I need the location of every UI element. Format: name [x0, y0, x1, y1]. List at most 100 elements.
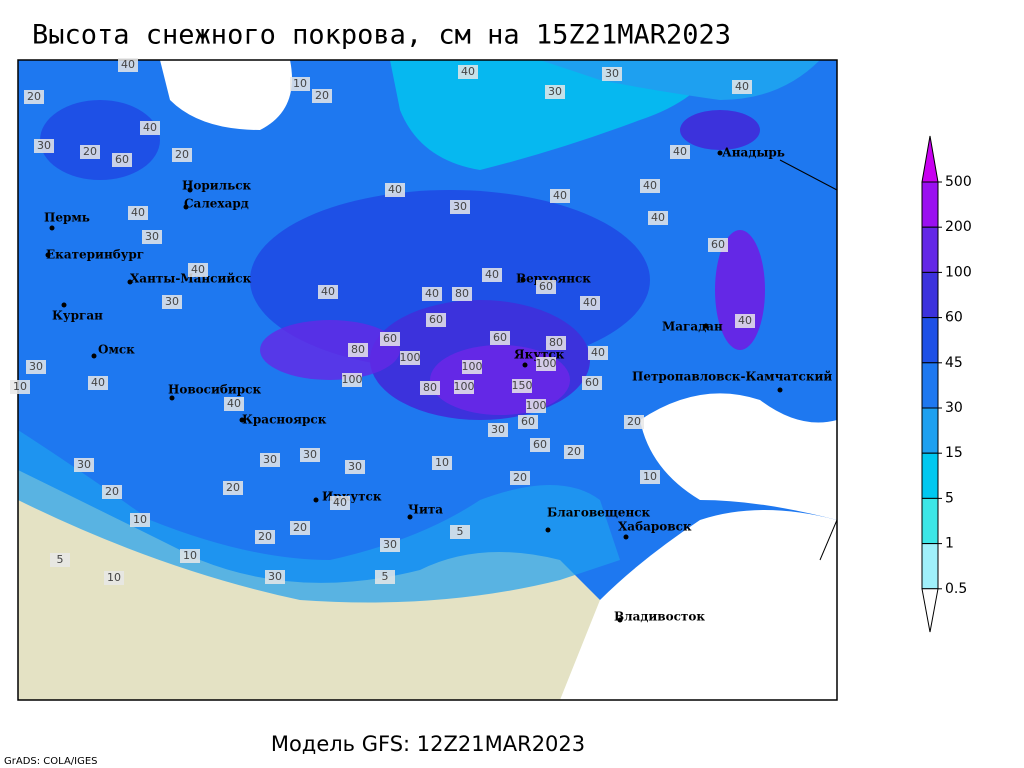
contour-label: 40 — [121, 58, 135, 71]
city-dot — [520, 277, 526, 283]
city-label: Верхоянск — [516, 272, 591, 286]
contour-label: 60 — [493, 331, 507, 344]
city-layer: Пермь Екатеринбург Ханты-Мансийск Курган Омс… — [44, 146, 832, 624]
city-dot — [187, 187, 193, 193]
contour-label-box — [422, 287, 442, 301]
city-dot — [777, 387, 783, 393]
contour-label-box — [380, 332, 400, 346]
contour-label-box — [648, 211, 668, 225]
contour-label-box — [26, 360, 46, 374]
contour-label-box — [454, 380, 474, 394]
contour-label-box — [708, 238, 728, 252]
contour-label: 30 — [453, 200, 467, 213]
city-dot — [45, 252, 51, 258]
contour-label-box — [312, 89, 332, 103]
contour-label: 10 — [435, 456, 449, 469]
contour-label: 100 — [536, 357, 557, 370]
contour-label: 30 — [383, 538, 397, 551]
colorbar-label: 5 — [945, 490, 954, 506]
contour-label-box — [290, 521, 310, 535]
contour-label: 60 — [585, 376, 599, 389]
contour-label: 5 — [457, 525, 464, 538]
contour-label-box — [530, 438, 550, 452]
contour-label-box — [482, 268, 502, 282]
contour-label-box — [385, 183, 405, 197]
city-label: Курган — [52, 309, 103, 323]
contour-label: 10 — [107, 571, 121, 584]
contour-label-box — [512, 379, 532, 393]
contour-label-box — [24, 90, 44, 104]
contour-label: 20 — [175, 148, 189, 161]
city-dot — [407, 514, 413, 520]
contour-label: 40 — [651, 211, 665, 224]
contour-label-box — [188, 263, 208, 277]
contour-label-box — [260, 453, 280, 467]
contour-label: 100 — [342, 373, 363, 386]
colorbar-label: 45 — [945, 355, 963, 371]
contour-label-box — [102, 485, 122, 499]
contour-label-box — [545, 85, 565, 99]
colorbar-label: 1 — [945, 536, 954, 552]
contour-label: 30 — [491, 423, 505, 436]
contour-label-box — [602, 67, 622, 81]
city-dot — [127, 279, 133, 285]
contour-label: 40 — [485, 268, 499, 281]
contour-label-box — [432, 456, 452, 470]
contour-label-box — [342, 373, 362, 387]
contour-label-box — [462, 360, 482, 374]
contour-label: 100 — [400, 351, 421, 364]
contour-label: 10 — [183, 549, 197, 562]
contour-label: 40 — [553, 189, 567, 202]
contour-label-box — [588, 346, 608, 360]
contour-label: 20 — [293, 521, 307, 534]
contour-label: 30 — [145, 230, 159, 243]
contour-label: 30 — [165, 295, 179, 308]
city-label: Екатеринбург — [46, 248, 144, 262]
contour-label-box — [732, 80, 752, 94]
contour-label-box — [536, 357, 556, 371]
city-label: Пермь — [44, 211, 90, 225]
contour-label: 60 — [383, 332, 397, 345]
contour-label-box — [348, 343, 368, 357]
colorbar-box — [921, 362, 939, 409]
contour-label: 20 — [627, 415, 641, 428]
city-label: Омск — [98, 343, 135, 357]
contour-label: 100 — [462, 360, 483, 373]
contour-label: 80 — [549, 336, 563, 349]
contour-label-box — [10, 380, 30, 394]
colorbar-label: 200 — [945, 219, 972, 235]
contour-label-box — [564, 445, 584, 459]
contour-label: 40 — [738, 314, 752, 327]
colorbar-box — [921, 543, 939, 590]
contour-label: 40 — [425, 287, 439, 300]
city-dot — [703, 323, 709, 329]
contour-label: 60 — [539, 280, 553, 293]
contour-label-box — [375, 570, 395, 584]
contour-label-box — [255, 530, 275, 544]
contour-label: 20 — [567, 445, 581, 458]
contour-label-box — [550, 189, 570, 203]
contour-label: 40 — [191, 263, 205, 276]
city-dot — [61, 302, 67, 308]
contour-label: 30 — [548, 85, 562, 98]
colorbar-label: 30 — [945, 400, 963, 416]
contour-label: 80 — [455, 287, 469, 300]
colorbar-box — [921, 317, 939, 364]
contour-label-box — [426, 313, 446, 327]
contour-label: 30 — [605, 67, 619, 80]
city-dot — [239, 417, 245, 423]
contour-label-box — [452, 287, 472, 301]
colorbar-bottom — [921, 588, 939, 633]
contour-label: 10 — [133, 513, 147, 526]
contour-label: 40 — [591, 346, 605, 359]
contour-label: 5 — [382, 570, 389, 583]
contour-label-box — [290, 77, 310, 91]
colorbar: 500 200 100 60 45 30 15 5 1 0.5 — [921, 135, 972, 633]
city-label: Норильск — [182, 179, 252, 193]
contour-label: 60 — [711, 238, 725, 251]
colorbar-box — [921, 452, 939, 499]
contour-label-box — [536, 280, 556, 294]
city-label: Благовещенск — [547, 506, 651, 520]
contour-label: 30 — [37, 139, 51, 152]
